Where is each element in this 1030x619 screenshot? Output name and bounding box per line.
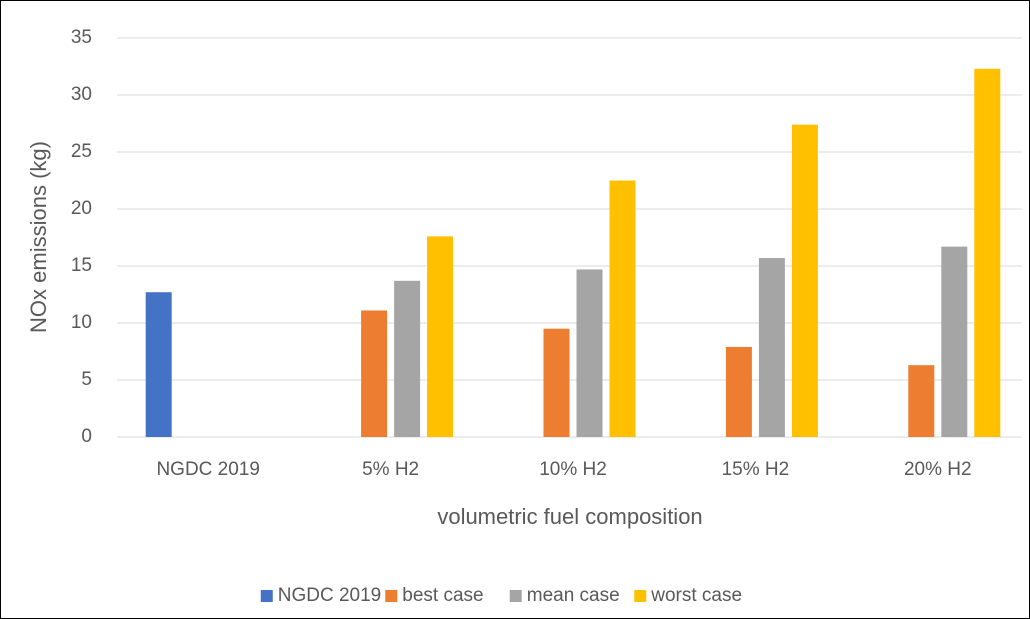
- bar: [576, 269, 603, 437]
- bar: [361, 310, 388, 437]
- bar: [908, 365, 935, 437]
- y-axis-title: NOx emissions (kg): [26, 141, 51, 333]
- x-tick-label: NGDC 2019: [156, 459, 260, 480]
- bar: [725, 346, 752, 437]
- bar: [609, 180, 636, 437]
- bar: [427, 236, 454, 437]
- y-tick-label: 10: [71, 312, 92, 333]
- y-tick-label: 0: [81, 426, 92, 447]
- legend-swatch: [509, 590, 522, 602]
- bar: [394, 280, 421, 437]
- bar: [974, 68, 1001, 437]
- y-tick-label: 35: [71, 27, 92, 48]
- x-tick-label: 20% H2: [904, 459, 972, 480]
- legend-label: best case: [402, 585, 483, 606]
- bar: [145, 292, 172, 437]
- x-tick-label: 15% H2: [722, 459, 790, 480]
- bar: [543, 328, 570, 437]
- y-tick-label: 15: [71, 255, 92, 276]
- y-tick-label: 20: [71, 198, 92, 219]
- y-tick-label: 25: [71, 141, 92, 162]
- x-tick-label: 5% H2: [362, 459, 419, 480]
- x-axis-title: volumetric fuel composition: [437, 504, 702, 529]
- legend-swatch: [634, 590, 647, 602]
- y-tick-label: 30: [71, 84, 92, 105]
- bar: [791, 124, 818, 437]
- bar: [758, 258, 785, 437]
- legend-label: mean case: [527, 585, 620, 606]
- legend-swatch: [260, 590, 273, 602]
- bar: [941, 246, 968, 437]
- x-tick-label: 10% H2: [539, 459, 607, 480]
- legend-label: worst case: [650, 585, 742, 606]
- y-tick-label: 5: [81, 369, 92, 390]
- legend-label: NGDC 2019: [278, 585, 382, 606]
- legend-swatch: [385, 590, 398, 602]
